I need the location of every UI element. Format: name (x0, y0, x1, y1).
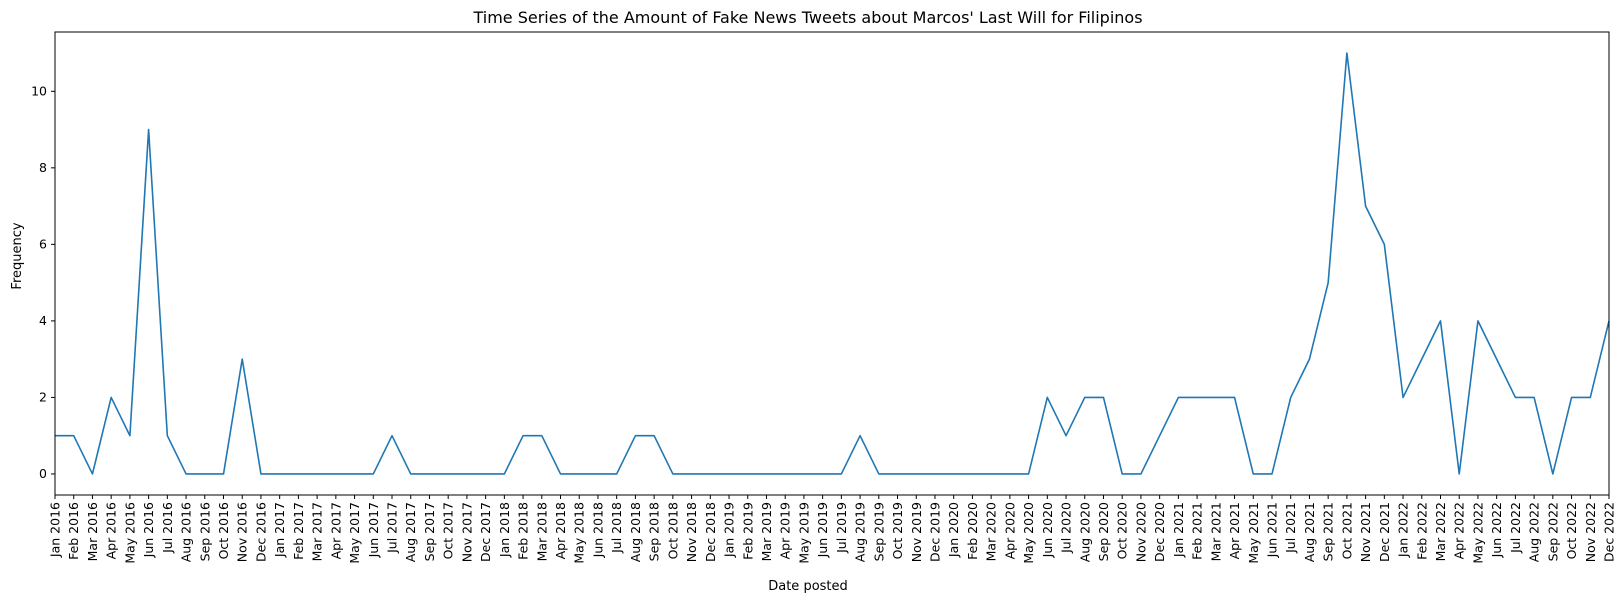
x-tick-label: Jul 2019 (834, 502, 849, 554)
x-tick-label: Oct 2018 (665, 502, 680, 559)
x-tick-label: Dec 2021 (1377, 502, 1392, 562)
x-tick-label: Apr 2020 (1002, 502, 1017, 559)
x-tick-label: Nov 2016 (235, 502, 250, 562)
x-tick-label: Oct 2021 (1339, 502, 1354, 559)
x-tick-label: Apr 2022 (1452, 502, 1467, 559)
x-tick-label: Dec 2022 (1602, 502, 1617, 562)
x-tick-label: Sep 2018 (647, 502, 662, 561)
x-tick-label: Feb 2021 (1190, 502, 1205, 560)
x-tick-label: Nov 2017 (459, 502, 474, 562)
x-tick-label: Jun 2017 (366, 502, 381, 558)
x-tick-label: Dec 2019 (927, 502, 942, 562)
x-tick-label: Jul 2020 (1059, 502, 1074, 554)
x-tick-label: Jun 2019 (815, 502, 830, 558)
x-tick-label: Sep 2016 (197, 502, 212, 561)
x-tick-label: Feb 2016 (66, 502, 81, 560)
x-tick-label: May 2017 (347, 502, 362, 564)
x-tick-label: Aug 2017 (403, 502, 418, 562)
x-tick-label: Mar 2017 (310, 502, 325, 561)
x-tick-label: Sep 2019 (871, 502, 886, 561)
x-tick-label: Jul 2022 (1508, 502, 1523, 554)
x-tick-label: Feb 2020 (965, 502, 980, 560)
plot-frame (54, 31, 1610, 496)
x-tick-label: Mar 2016 (85, 502, 100, 561)
x-tick-label: Sep 2021 (1321, 502, 1336, 561)
y-tick-label: 8 (39, 160, 47, 175)
x-tick-label: Jan 2019 (722, 502, 737, 558)
x-tick-label: Sep 2022 (1545, 502, 1560, 561)
x-tick-label: Jan 2022 (1396, 502, 1411, 558)
x-tick-label: Mar 2019 (759, 502, 774, 561)
x-tick-label: Aug 2020 (1077, 502, 1092, 562)
x-tick-label: Dec 2018 (703, 502, 718, 562)
x-tick-label: Oct 2017 (441, 502, 456, 559)
x-tick-label: Aug 2018 (628, 502, 643, 562)
x-axis-label: Date posted (768, 579, 848, 594)
x-tick-label: Jun 2020 (1040, 502, 1055, 558)
x-tick-label: Nov 2020 (1133, 502, 1148, 562)
x-tick-label: Nov 2018 (684, 502, 699, 562)
x-tick-label: Jul 2021 (1283, 502, 1298, 554)
x-tick-label: Jul 2018 (609, 502, 624, 554)
x-tick-label: May 2021 (1246, 502, 1261, 564)
x-tick-label: Aug 2021 (1302, 502, 1317, 562)
x-tick-label: Jun 2022 (1489, 502, 1504, 558)
series-line (55, 52, 1610, 475)
x-tick-label: Jun 2016 (141, 502, 156, 558)
x-tick-label: Dec 2017 (478, 502, 493, 562)
x-tick-label: May 2018 (572, 502, 587, 564)
chart-title: Time Series of the Amount of Fake News T… (472, 8, 1142, 27)
x-tick-label: Feb 2018 (516, 502, 531, 560)
x-tick-label: Jun 2018 (590, 502, 605, 558)
x-tick-label: May 2019 (796, 502, 811, 564)
x-tick-label: Sep 2020 (1096, 502, 1111, 561)
y-tick-label: 6 (39, 236, 47, 251)
x-tick-label: Mar 2018 (534, 502, 549, 561)
x-tick-label: Apr 2021 (1227, 502, 1242, 559)
x-tick-label: Nov 2021 (1358, 502, 1373, 562)
x-tick-label: Jan 2017 (272, 502, 287, 558)
x-tick-label: Oct 2020 (1115, 502, 1130, 559)
x-tick-label: May 2020 (1021, 502, 1036, 564)
x-tick-label: Apr 2016 (104, 502, 119, 559)
x-tick-label: Apr 2017 (328, 502, 343, 559)
x-tick-label: Jul 2017 (385, 502, 400, 554)
x-tick-label: Jul 2016 (160, 502, 175, 554)
x-tick-label: Feb 2019 (740, 502, 755, 560)
x-tick-label: Mar 2021 (1208, 502, 1223, 561)
x-tick-label: Sep 2017 (422, 502, 437, 561)
x-tick-label: Dec 2020 (1152, 502, 1167, 562)
x-tick-label: Feb 2017 (291, 502, 306, 560)
x-tick-label: Apr 2019 (778, 502, 793, 559)
x-tick-label: Dec 2016 (253, 502, 268, 562)
x-tick-label: Oct 2019 (890, 502, 905, 559)
x-tick-label: Jan 2016 (48, 502, 63, 558)
y-tick-label: 0 (39, 466, 47, 481)
x-tick-label: Feb 2022 (1414, 502, 1429, 560)
x-tick-label: Mar 2022 (1433, 502, 1448, 561)
y-tick-label: 2 (39, 389, 47, 404)
x-tick-label: Jun 2021 (1264, 502, 1279, 558)
x-tick-label: Jan 2020 (946, 502, 961, 558)
x-tick-label: Mar 2020 (984, 502, 999, 561)
x-tick-label: Oct 2022 (1564, 502, 1579, 559)
x-tick-label: Jan 2018 (497, 502, 512, 558)
y-axis-label: Frequency (10, 222, 25, 289)
x-tick-label: Apr 2018 (553, 502, 568, 559)
x-tick-label: May 2016 (122, 502, 137, 564)
x-tick-label: Aug 2022 (1527, 502, 1542, 562)
x-tick-label: Jan 2021 (1171, 502, 1186, 558)
y-tick-label: 4 (39, 313, 47, 328)
x-tick-label: May 2022 (1470, 502, 1485, 564)
x-tick-label: Nov 2022 (1583, 502, 1598, 562)
y-tick-label: 10 (31, 83, 47, 98)
x-tick-label: Oct 2016 (216, 502, 231, 559)
x-tick-label: Aug 2019 (853, 502, 868, 562)
x-tick-label: Nov 2019 (909, 502, 924, 562)
x-tick-label: Aug 2016 (179, 502, 194, 562)
